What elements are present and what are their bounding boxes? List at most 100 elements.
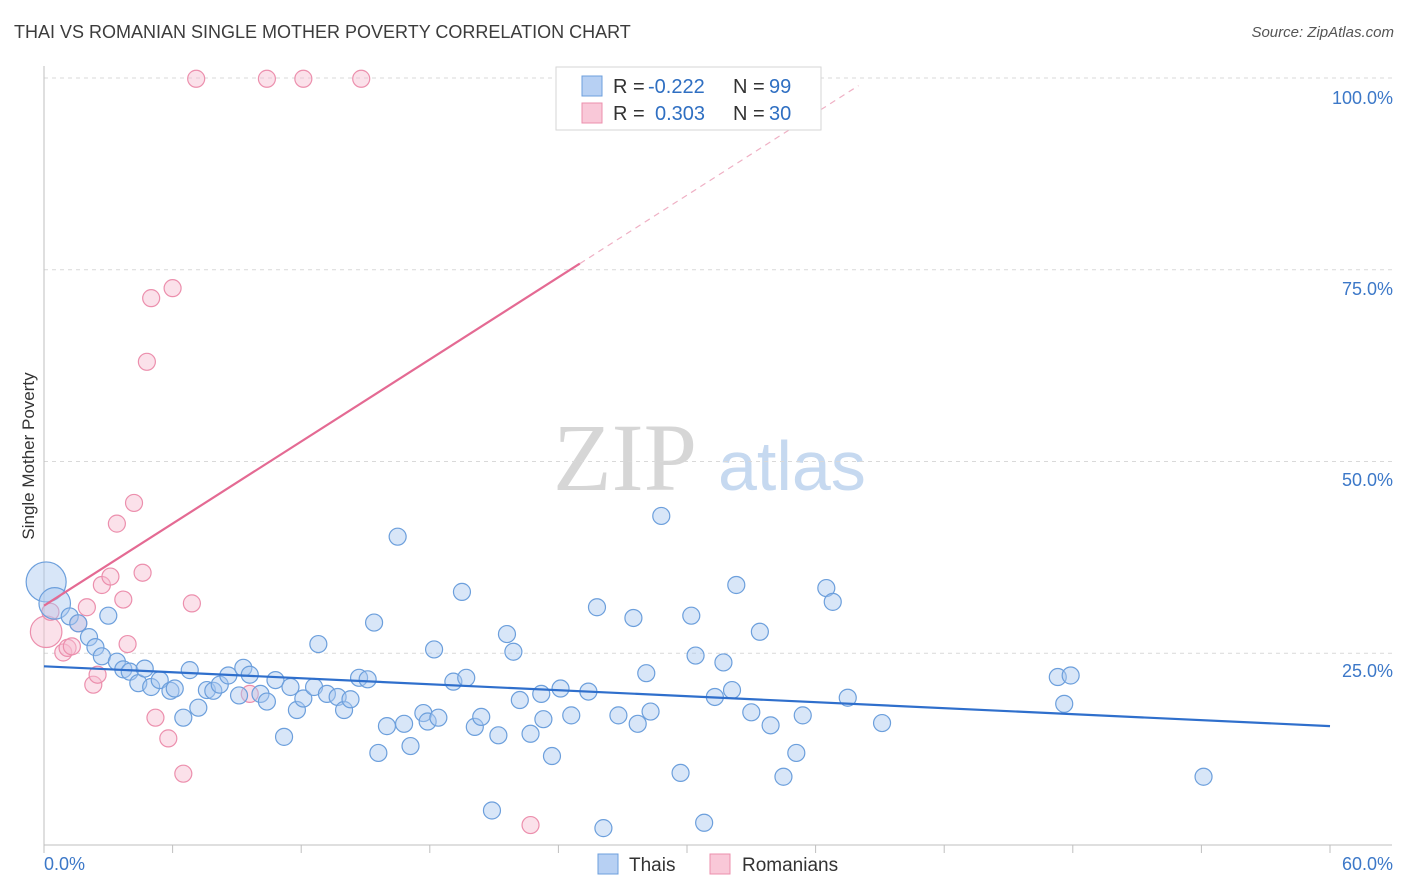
thais-point [394,714,414,733]
watermark-atlas: atlas [718,427,866,505]
thais-point [774,767,793,786]
y-tick-label-100: 100.0% [1332,88,1393,108]
romanians-point [257,69,277,88]
romanians-point [77,598,96,617]
thais-point [317,684,337,704]
thais-point [79,628,99,647]
thais-point [69,614,88,633]
legend-n-value-romanians: 30 [769,103,791,125]
romanians-point [84,675,103,694]
thais-point [457,668,476,687]
thais-point [189,698,208,717]
thais-point [266,670,285,690]
romanians-point [62,637,81,656]
thais-point [497,624,517,644]
series-legend: Thais Romanians [597,853,838,876]
romanians-point [163,279,182,298]
thais-trend-line [43,665,1331,728]
romanians-point [88,665,107,684]
thais-point [624,608,643,628]
thais-point [682,606,701,625]
thais-point [587,598,607,617]
y-tick-label-75: 75.0% [1342,279,1393,299]
thais-point [838,688,857,707]
thais-point [229,686,249,705]
romanians-point [146,708,165,727]
thais-point [823,592,842,611]
thais-point [609,706,628,725]
thais-point [99,606,118,625]
thais-point [452,582,472,601]
thais-point [1061,666,1080,685]
chart-title: THAI VS ROMANIAN SINGLE MOTHER POVERTY C… [14,22,631,42]
thais-point [334,700,354,720]
romanians-point [174,764,193,783]
thais-point [872,713,892,733]
thais-point [761,716,780,735]
romanians-point [133,563,152,582]
bottom-legend-swatch-thais [597,853,619,875]
thais-point [750,622,769,641]
thais-point [793,706,812,725]
thais-point [377,717,397,736]
romanians-point [124,493,144,513]
thais-point [135,659,154,678]
y-tick-label-25: 25.0% [1342,661,1393,681]
thais-point [472,707,491,727]
thais-point [401,736,420,756]
thais-point [695,813,714,832]
thais-point [742,703,761,722]
thais-point [652,506,671,526]
thais-point [1194,767,1213,786]
legend-swatch-romanians [581,102,603,124]
romanians-point [182,594,201,613]
thais-point [418,712,437,731]
x-tick-label-min: 0.0% [44,854,85,874]
thais-point [369,743,388,763]
romanians-trend-line [43,262,581,607]
romanians-point [159,729,178,748]
romanians-point [521,815,540,835]
thais-point [174,708,193,727]
legend-n-label-thais: N = [733,76,765,98]
thais-point [86,638,105,657]
legend-r-value-romanians: 0.303 [655,103,705,125]
thais-point [671,763,690,783]
thais-point [424,640,444,659]
thais-point [165,679,184,698]
romanians-point [137,352,156,371]
legend-n-label-romanians: N = [733,103,765,125]
correlation-legend: R = -0.222 N = 99 R = 0.303 N = 30 [555,66,822,131]
thais-point [364,613,384,632]
thais-point [594,819,613,838]
grid-layer [44,77,1392,654]
thais-point [686,646,705,665]
bottom-legend-label-romanians: Romanians [742,855,838,876]
thais-point [287,700,307,720]
thais-point [257,692,277,711]
thais-point [534,710,553,729]
thais-point [542,746,562,766]
romanians-point [187,69,206,88]
romanians-point [294,69,313,88]
bottom-legend-label-thais: Thais [629,855,675,876]
chart-source: Source: ZipAtlas.com [1251,24,1394,41]
watermark-zip: ZIP [553,404,697,511]
thais-point [294,689,313,708]
romanians-point [29,615,63,649]
thais-point [562,706,581,725]
thais-point [521,724,540,743]
romanians-point [352,69,371,88]
thais-points [25,506,1213,838]
thais-point [388,527,407,546]
romanians-point [101,567,120,586]
y-axis-title: Single Mother Poverty [19,372,38,540]
thais-point [504,642,523,661]
thais-point [641,702,660,721]
legend-r-value-thais: -0.222 [648,76,705,98]
thais-point [510,690,529,710]
thais-point [727,575,746,595]
romanians-point [107,514,126,533]
thais-point [429,708,448,727]
